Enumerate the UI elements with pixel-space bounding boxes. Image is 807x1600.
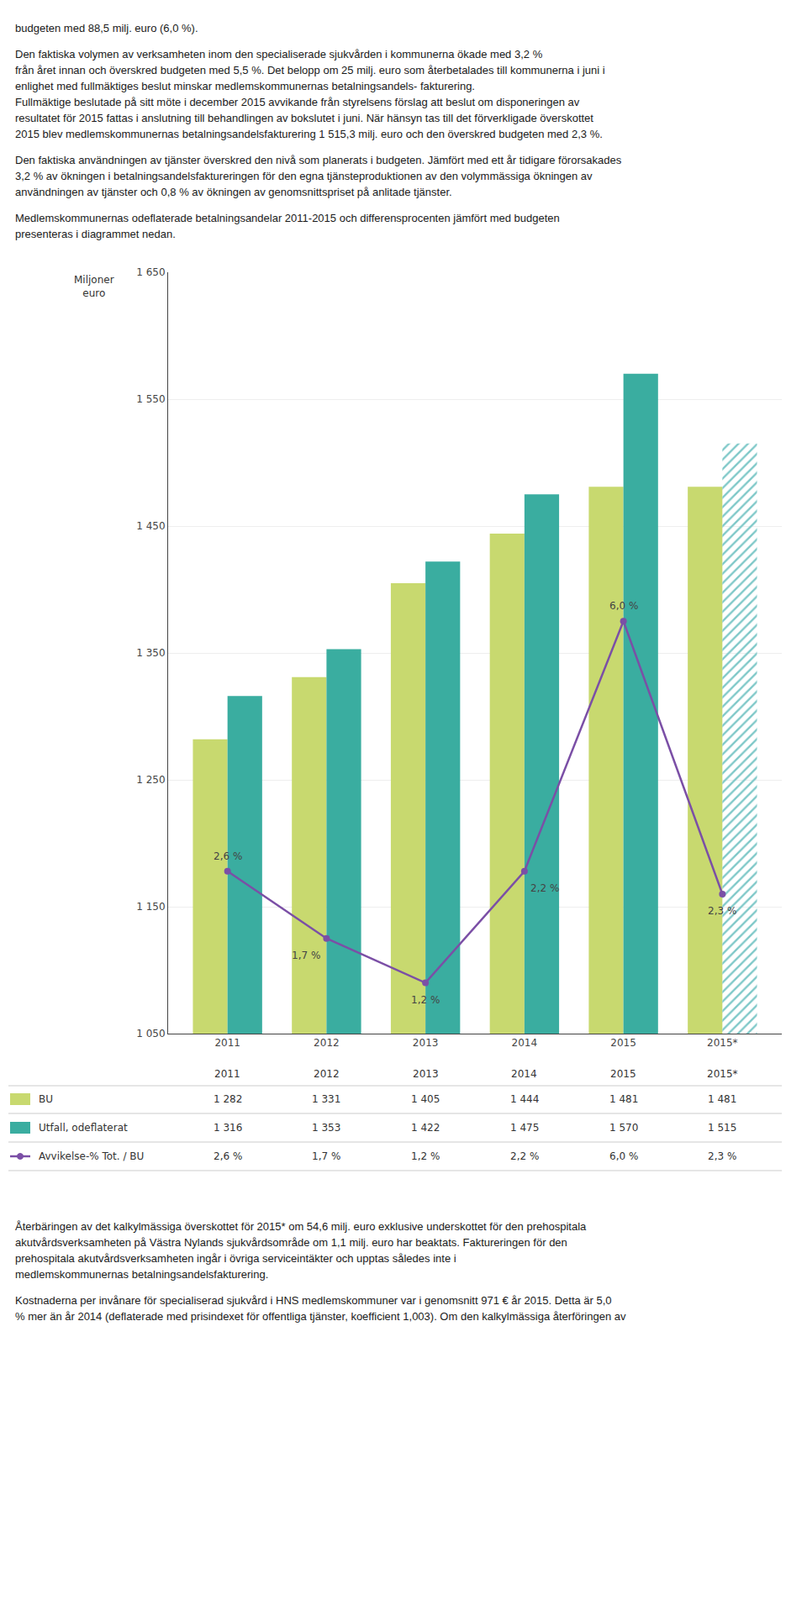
svg-text:Avvikelse-% Tot. / BU: Avvikelse-% Tot. / BU bbox=[38, 1150, 144, 1163]
html-text:resultatet för 2015 fattas i a: resultatet för 2015 fattas i anslutning … bbox=[15, 111, 594, 125]
html-text:prehospitala akutvårdsverksamh: prehospitala akutvårdsverksamheten ingår… bbox=[15, 1252, 457, 1266]
svg-text:2011: 2011 bbox=[214, 1037, 241, 1050]
html-text:enlighet med fullmäktiges besl: enlighet med fullmäktiges beslut minskar… bbox=[15, 79, 475, 93]
html-text:från året innan och överskred: från året innan och överskred budgeten m… bbox=[15, 63, 605, 77]
svg-text:1 450: 1 450 bbox=[136, 520, 165, 533]
svg-text:1 475: 1 475 bbox=[510, 1122, 539, 1135]
html-text:medlemskommunernas betalningsa: medlemskommunernas betalningsandelsfaktu… bbox=[15, 1268, 269, 1282]
html-text:Den faktiska volymen av verksa: Den faktiska volymen av verksamheten ino… bbox=[15, 47, 543, 61]
svg-text:1 650: 1 650 bbox=[136, 266, 165, 279]
html-text:Återbäringen av det kalkylmäss: Återbäringen av det kalkylmässiga översk… bbox=[15, 1220, 587, 1234]
svg-text:2012: 2012 bbox=[313, 1037, 340, 1050]
svg-text:2014: 2014 bbox=[511, 1037, 538, 1050]
html-text:användningen av tjänster och 0: användningen av tjänster och 0,8 % av ök… bbox=[15, 185, 452, 199]
svg-text:2,3 %: 2,3 % bbox=[707, 905, 737, 918]
svg-text:BU: BU bbox=[38, 1093, 53, 1106]
html-text:Den faktiska användningen av t: Den faktiska användningen av tjänster öv… bbox=[15, 153, 622, 167]
svg-text:1 515: 1 515 bbox=[707, 1122, 737, 1135]
svg-text:2013: 2013 bbox=[412, 1068, 439, 1081]
svg-text:2,3 %: 2,3 % bbox=[707, 1150, 737, 1163]
svg-text:2015*: 2015* bbox=[706, 1037, 739, 1050]
svg-text:1 422: 1 422 bbox=[411, 1122, 440, 1135]
html-text:budgeten med 88,5 milj. euro (: budgeten med 88,5 milj. euro (6,0 %). bbox=[15, 21, 198, 35]
svg-text:2,2 %: 2,2 % bbox=[510, 1150, 539, 1163]
svg-text:6,0 %: 6,0 % bbox=[609, 1150, 639, 1163]
svg-text:1 050: 1 050 bbox=[136, 1028, 165, 1040]
html-text:akutvårdsverksamheten på Västr: akutvårdsverksamheten på Västra Nylands … bbox=[15, 1236, 568, 1250]
svg-text:1 350: 1 350 bbox=[136, 647, 165, 660]
svg-text:6,0 %: 6,0 % bbox=[609, 600, 639, 612]
svg-text:2014: 2014 bbox=[511, 1068, 538, 1081]
svg-text:2015: 2015 bbox=[610, 1068, 637, 1081]
html-text:presenteras i diagrammet nedan: presenteras i diagrammet nedan. bbox=[15, 227, 176, 241]
svg-text:1 481: 1 481 bbox=[609, 1093, 639, 1106]
svg-text:1,7 %: 1,7 % bbox=[311, 1150, 341, 1163]
html-text:Fullmäktige beslutade på sitt: Fullmäktige beslutade på sitt möte i dec… bbox=[15, 95, 580, 109]
svg-text:1 550: 1 550 bbox=[136, 393, 165, 406]
svg-text:1 481: 1 481 bbox=[707, 1093, 737, 1106]
html-text:% mer än år 2014 (deflaterade: % mer än år 2014 (deflaterade med prisin… bbox=[15, 1310, 626, 1324]
svg-text:1 405: 1 405 bbox=[411, 1093, 440, 1106]
svg-text:1 250: 1 250 bbox=[136, 774, 165, 786]
svg-text:1 316: 1 316 bbox=[213, 1122, 243, 1135]
html-text:2015 blev medlemskommunernas b: 2015 blev medlemskommunernas betalningsa… bbox=[15, 127, 603, 141]
html-text:3,2 % av ökningen i betalnings: 3,2 % av ökningen i betalningsandelsfakt… bbox=[15, 169, 593, 183]
svg-text:2015: 2015 bbox=[610, 1037, 637, 1050]
svg-text:1 150: 1 150 bbox=[136, 901, 165, 913]
svg-text:1 353: 1 353 bbox=[311, 1122, 341, 1135]
svg-text:2013: 2013 bbox=[412, 1037, 439, 1050]
svg-text:1 282: 1 282 bbox=[213, 1093, 243, 1106]
svg-text:1 331: 1 331 bbox=[311, 1093, 341, 1106]
svg-text:2012: 2012 bbox=[313, 1068, 340, 1081]
svg-text:1,2 %: 1,2 % bbox=[411, 994, 440, 1007]
svg-text:2,6 %: 2,6 % bbox=[213, 850, 243, 863]
svg-text:2011: 2011 bbox=[214, 1068, 241, 1081]
svg-text:2,2 %: 2,2 % bbox=[530, 882, 560, 895]
svg-text:Utfall, odeflaterat: Utfall, odeflaterat bbox=[38, 1122, 128, 1135]
svg-text:1,7 %: 1,7 % bbox=[291, 949, 321, 962]
svg-text:2015*: 2015* bbox=[706, 1068, 739, 1081]
svg-text:2,6 %: 2,6 % bbox=[213, 1150, 243, 1163]
html-text:Kostnaderna per invånare för s: Kostnaderna per invånare för specialiser… bbox=[15, 1294, 612, 1308]
svg-text:1 570: 1 570 bbox=[609, 1122, 639, 1135]
html-text:Medlemskommunernas odeflaterad: Medlemskommunernas odeflaterade betalnin… bbox=[15, 211, 560, 225]
svg-text:1,2 %: 1,2 % bbox=[411, 1150, 440, 1163]
svg-text:Miljonereuro: Miljonereuro bbox=[73, 274, 115, 300]
svg-text:1 444: 1 444 bbox=[510, 1093, 539, 1106]
